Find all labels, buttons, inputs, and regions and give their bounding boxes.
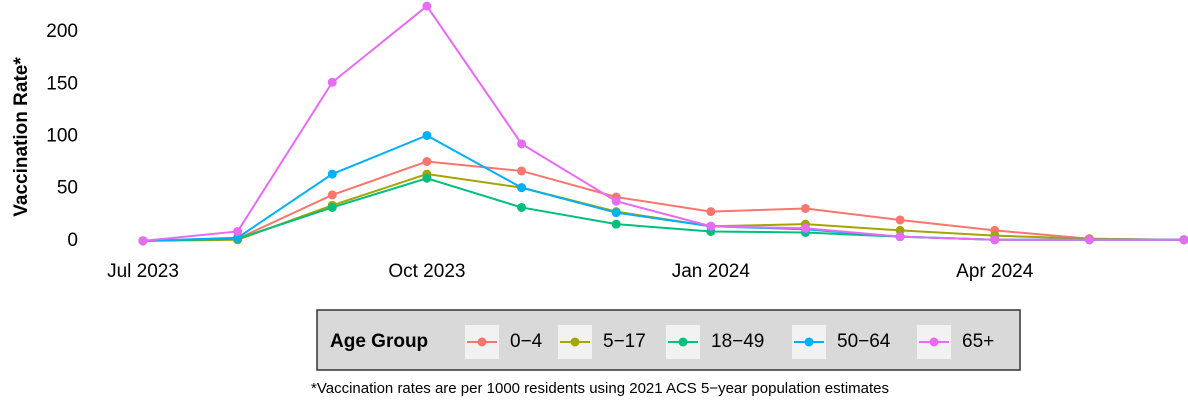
data-point (895, 232, 905, 242)
data-point (138, 236, 148, 246)
series-line (142, 160, 1185, 242)
series-line (142, 134, 1184, 242)
data-point (1084, 235, 1094, 245)
data-point (517, 202, 527, 212)
data-point (517, 139, 527, 149)
series-line (142, 4, 1184, 242)
data-point (895, 215, 905, 225)
legend-key-point (678, 337, 688, 347)
x-tick-label: Oct 2023 (388, 261, 465, 282)
data-point (233, 226, 243, 236)
legend-label: 65+ (962, 331, 994, 352)
data-point (800, 203, 810, 213)
y-tick-label: 0 (67, 230, 78, 251)
data-point (895, 225, 905, 235)
data-point (1179, 235, 1188, 245)
x-tick-label: Apr 2024 (956, 261, 1034, 282)
y-tick-label: 150 (46, 73, 78, 94)
y-tick-label: 100 (46, 126, 78, 147)
data-point (422, 173, 432, 183)
caption: *Vaccination rates are per 1000 resident… (311, 380, 889, 397)
legend-key-point (477, 337, 487, 347)
data-point (327, 190, 337, 200)
data-point (327, 77, 337, 87)
x-tick-label: Jul 2023 (107, 261, 179, 282)
data-point (517, 183, 527, 193)
data-point (706, 221, 716, 231)
legend-title: Age Group (330, 331, 428, 352)
data-point (422, 157, 432, 167)
data-point (422, 1, 432, 11)
data-point (611, 208, 621, 218)
data-point (611, 196, 621, 206)
data-point (800, 223, 810, 233)
data-point (422, 130, 432, 140)
data-point (706, 207, 716, 217)
legend-key-point (570, 337, 580, 347)
y-tick-label: 50 (57, 178, 78, 199)
data-point (517, 166, 527, 176)
data-point (233, 233, 243, 243)
legend-label: 18−49 (711, 331, 764, 352)
y-tick-label: 200 (46, 21, 78, 42)
data-point (327, 169, 337, 179)
legend-key-point (929, 337, 939, 347)
legend-label: 5−17 (603, 331, 646, 352)
series-line (142, 173, 1185, 242)
data-point (611, 219, 621, 229)
data-point (327, 202, 337, 212)
x-tick-label: Jan 2024 (672, 261, 751, 282)
legend-label: 50−64 (837, 331, 891, 352)
legend-key-point (804, 337, 814, 347)
y-axis-label: Vaccination Rate* (11, 57, 32, 217)
data-point (990, 235, 1000, 245)
legend-label: 0−4 (510, 331, 543, 352)
